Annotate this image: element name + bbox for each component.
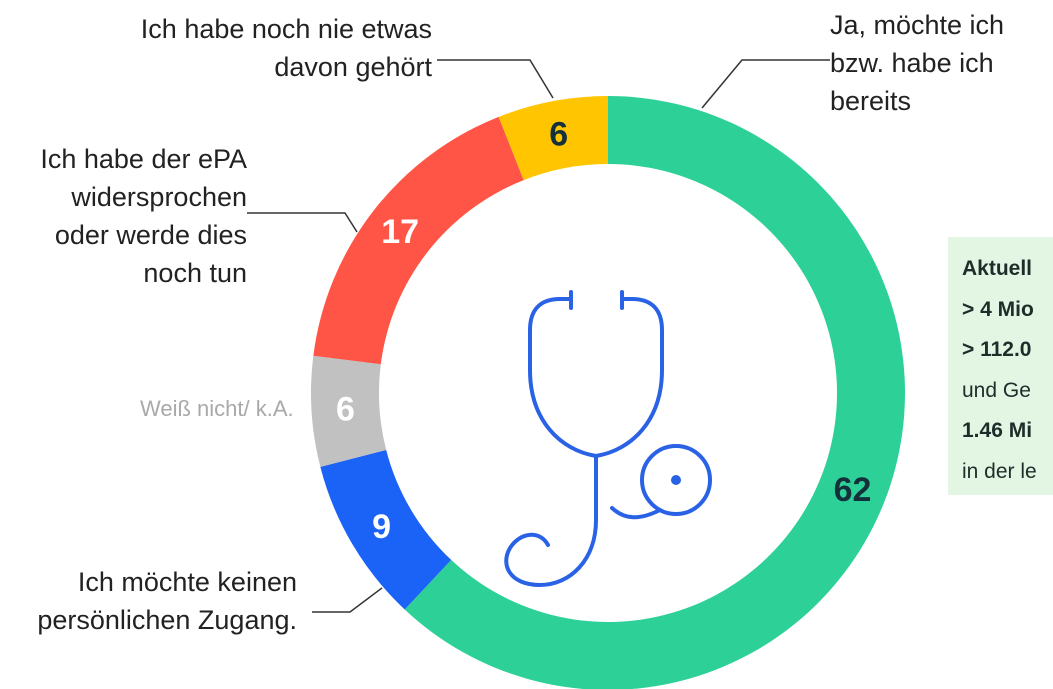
- info-line: 1.46 Mi: [962, 419, 1033, 442]
- info-line: > 4 Mio: [962, 297, 1034, 321]
- category-label: Ich habe der ePA widersprochen oder werd…: [40, 144, 247, 288]
- donut-segment: [313, 116, 524, 365]
- category-label: Ja, möchte ich bzw. habe ich bereits: [830, 10, 1005, 116]
- value-label: 6: [336, 391, 355, 429]
- leader-line: [437, 59, 554, 99]
- donut: 62 9 6 17 6: [311, 96, 905, 689]
- leader-line: [247, 212, 358, 233]
- value-label: 62: [834, 471, 872, 509]
- category-label: Ich habe noch nie etwas davon gehört: [140, 14, 432, 82]
- info-line: in der le: [962, 459, 1037, 483]
- stethoscope-icon: [504, 290, 712, 587]
- value-label: 17: [381, 213, 419, 251]
- donut-segment: [320, 449, 452, 610]
- info-line: > 112.0: [962, 338, 1032, 361]
- leader-line: [701, 59, 830, 109]
- leader-line: [312, 587, 383, 613]
- donut-segment: [498, 96, 608, 181]
- category-label: Ich möchte keinen persönlichen Zugang.: [37, 567, 297, 635]
- donut-segment: [404, 96, 905, 689]
- value-label: 9: [372, 508, 391, 546]
- value-label: 6: [549, 116, 568, 154]
- info-box: [948, 237, 1053, 495]
- info-line: und Ge: [962, 378, 1031, 402]
- donut-segment: [311, 355, 387, 467]
- info-line: Aktuell: [962, 257, 1033, 280]
- stethoscope-dot: [671, 475, 681, 485]
- leader-lines: [247, 59, 830, 613]
- category-label: Weiß nicht/ k.A.: [140, 396, 294, 421]
